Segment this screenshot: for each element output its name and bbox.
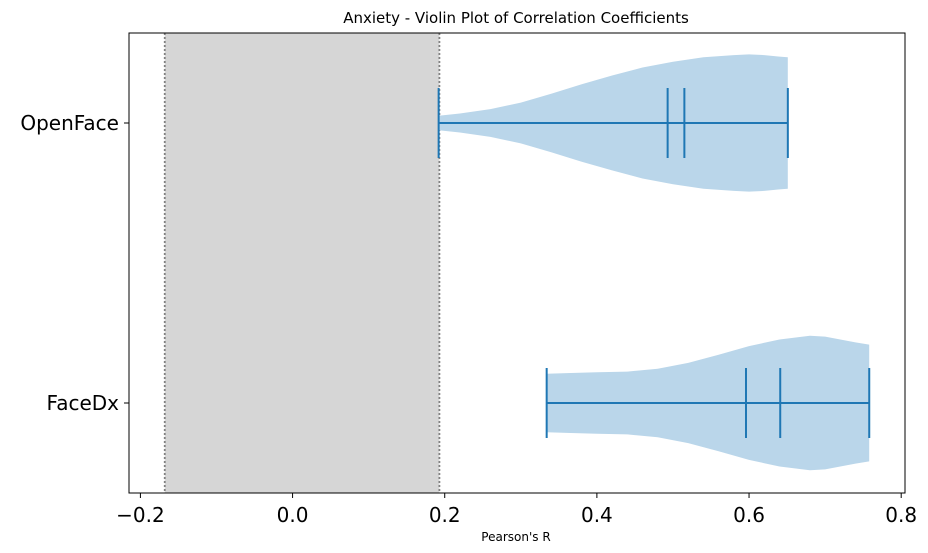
shaded-region (164, 33, 440, 493)
axes: −0.2 0.0 0.2 0.4 0.6 0.8 OpenFace FaceDx (20, 32, 917, 527)
y-tick-label-facedx: FaceDx (47, 391, 120, 415)
x-tick-label: 0.0 (277, 503, 309, 527)
x-tick-label: 0.8 (885, 503, 917, 527)
axes-frame (128, 32, 906, 494)
x-tick-label: 0.4 (581, 503, 613, 527)
y-tick-label-openface: OpenFace (20, 111, 119, 135)
chart-title: Anxiety - Violin Plot of Correlation Coe… (343, 9, 689, 27)
x-tick-label: 0.2 (429, 503, 461, 527)
plot-area (163, 33, 871, 493)
x-tick-label: −0.2 (116, 503, 165, 527)
x-axis-label: Pearson's R (481, 530, 550, 544)
x-tick-label: 0.6 (733, 503, 765, 527)
